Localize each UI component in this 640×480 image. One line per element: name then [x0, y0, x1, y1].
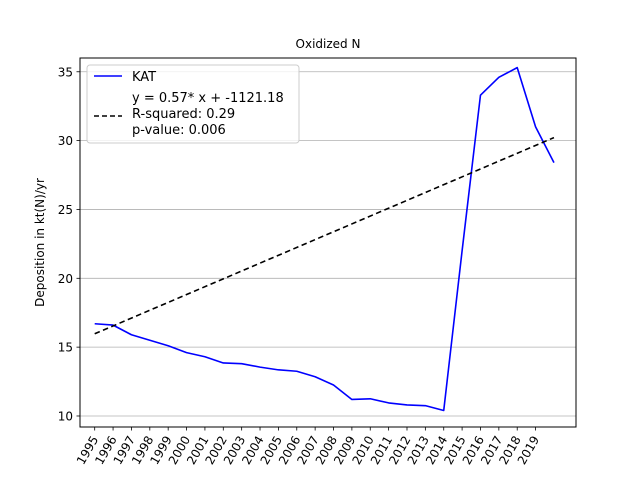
legend-fit-pvalue: p-value: 0.006	[132, 123, 226, 138]
y-tick-label: 30	[58, 134, 73, 148]
y-axis-label: Deposition in kt(N)/yr	[33, 178, 47, 307]
y-tick-label: 15	[58, 341, 73, 355]
legend-box	[86, 64, 300, 144]
legend-fit-equation: y = 0.57* x + -1121.18	[132, 91, 284, 106]
legend-fit-rsquared: R-squared: 0.29	[132, 107, 235, 122]
trend-line	[94, 136, 555, 335]
legend: KAT y = 0.57* x + -1121.18 R-squared: 0.…	[86, 64, 300, 144]
x-axis: 1995199619971998199920002001200220032004…	[74, 427, 542, 467]
y-tick-label: 35	[58, 65, 73, 79]
axes-frame	[79, 57, 577, 428]
y-tick-label: 20	[58, 272, 73, 286]
y-tick-label: 25	[58, 203, 73, 217]
y-axis: 10 15 20 25 30 35	[58, 65, 80, 423]
y-tick-label: 10	[58, 409, 73, 423]
chart-title: Oxidized N	[296, 37, 361, 51]
legend-label-kat: KAT	[132, 70, 156, 85]
plot-area	[94, 66, 555, 412]
series-line-kat	[94, 66, 555, 412]
